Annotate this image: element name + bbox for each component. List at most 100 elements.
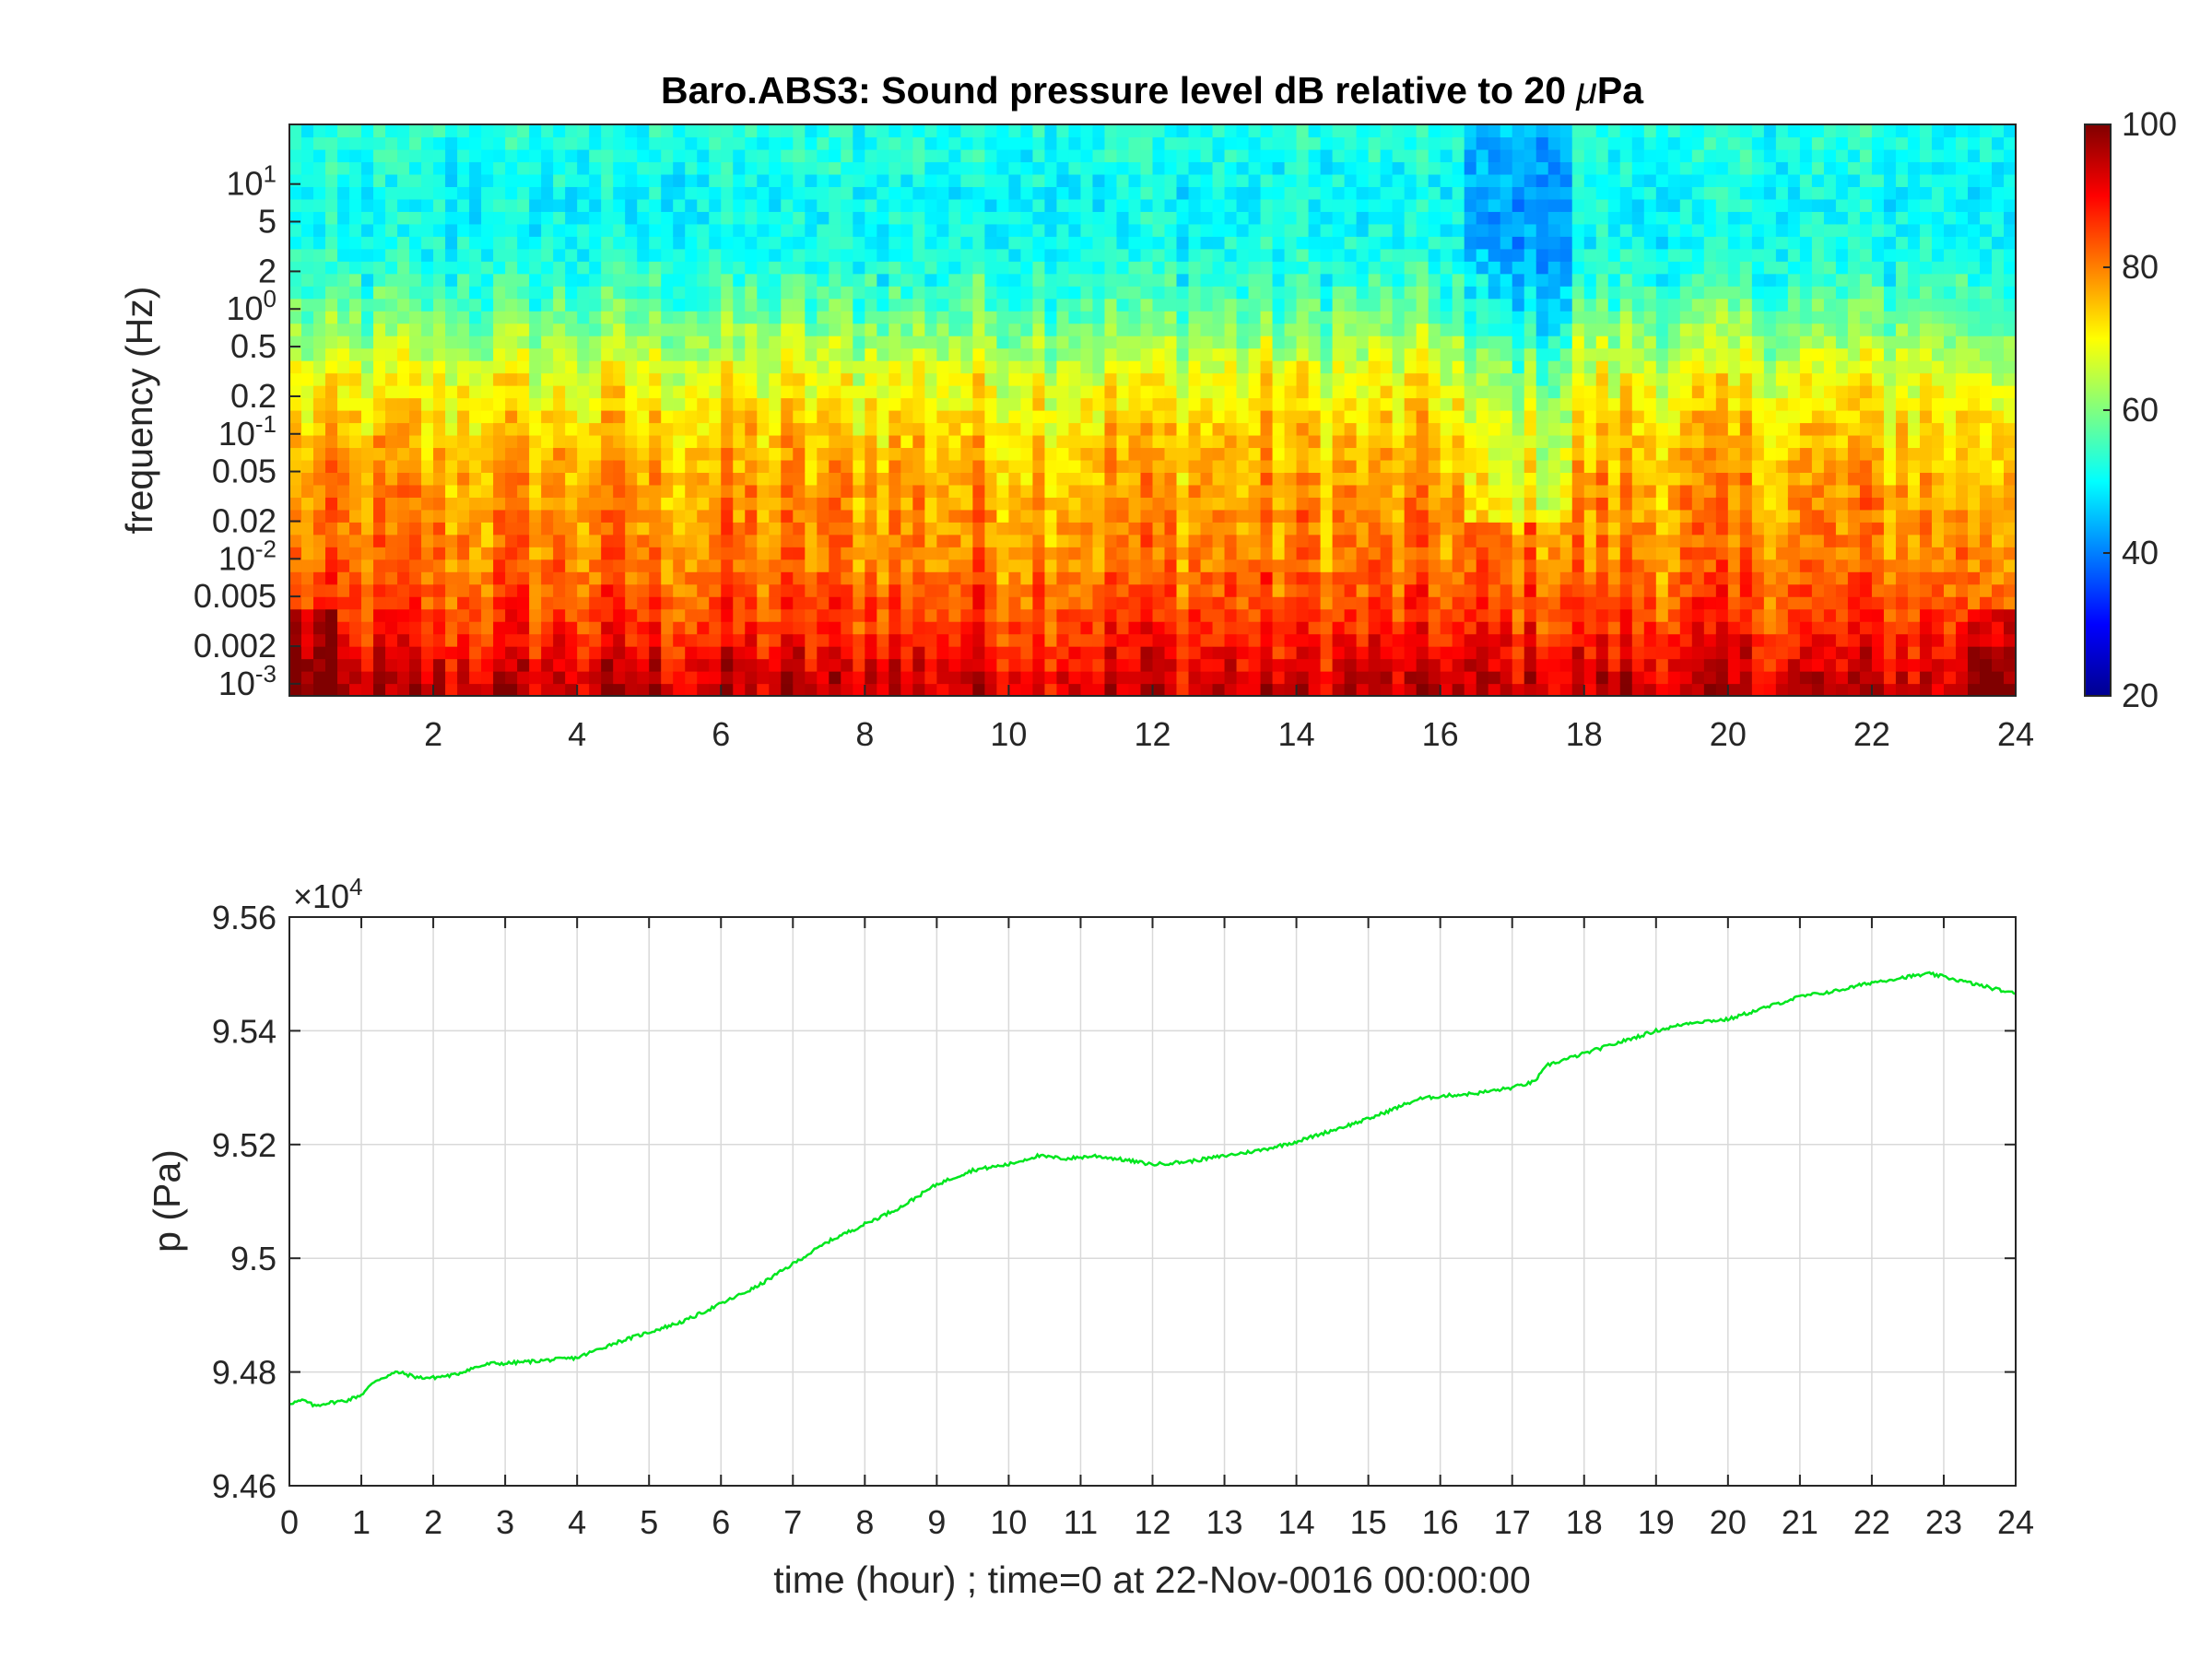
spectrogram-cell bbox=[1020, 683, 1034, 696]
spectrogram-cell bbox=[289, 236, 302, 250]
spectrogram-cell bbox=[853, 335, 865, 349]
spectrogram-cell bbox=[757, 534, 770, 547]
spectrogram-cell bbox=[709, 286, 722, 300]
spectrogram-cell bbox=[625, 248, 638, 262]
spectrogram-cell bbox=[1032, 311, 1046, 324]
spectrogram-cell bbox=[1440, 434, 1453, 449]
spectrogram-cell bbox=[1140, 397, 1154, 411]
spectrogram-cell bbox=[409, 223, 422, 237]
spectrogram-cell bbox=[817, 248, 830, 262]
spectrogram-cell bbox=[589, 459, 602, 473]
spectrogram-cell bbox=[565, 534, 578, 547]
spectrogram-cell bbox=[325, 136, 338, 150]
spectrogram-cell bbox=[1488, 621, 1501, 635]
spectrogram-cell bbox=[841, 646, 853, 660]
spectrogram-cell bbox=[625, 236, 638, 250]
spectrogram-cell bbox=[673, 273, 686, 287]
spectrogram-cell bbox=[565, 198, 578, 212]
spectrogram-cell bbox=[589, 633, 602, 647]
spectrogram-cell bbox=[685, 434, 698, 449]
spectrogram-cell bbox=[1248, 472, 1262, 486]
spectrogram-cell bbox=[1452, 236, 1465, 250]
spectrogram-cell bbox=[984, 236, 998, 250]
spectrogram-cell bbox=[888, 633, 901, 647]
spectrogram-cell bbox=[960, 161, 973, 175]
spectrogram-cell bbox=[865, 559, 877, 572]
spectrogram-cell bbox=[1236, 161, 1250, 175]
spectrogram-cell bbox=[1068, 223, 1082, 237]
spectrogram-cell bbox=[565, 509, 578, 523]
spectrogram-cell bbox=[1104, 124, 1118, 138]
spectrogram-cell bbox=[1200, 596, 1214, 610]
spectrogram-cell bbox=[1452, 410, 1465, 424]
spectrogram-cell bbox=[1080, 223, 1094, 237]
spectrogram-cell bbox=[1452, 273, 1465, 287]
spectrogram-cell bbox=[1176, 447, 1190, 461]
spectrogram-cell bbox=[1547, 298, 1561, 312]
spectrogram-cell bbox=[349, 422, 362, 436]
spectrogram-cell bbox=[1368, 347, 1382, 361]
spectrogram-cell bbox=[481, 360, 494, 374]
spectrogram-cell bbox=[1547, 173, 1561, 187]
spectrogram-cell bbox=[1020, 472, 1034, 486]
spectrogram-cell bbox=[1044, 633, 1058, 647]
spectrogram-cell bbox=[289, 273, 302, 287]
spectrogram-cell bbox=[960, 347, 973, 361]
spectrogram-cell bbox=[397, 459, 410, 473]
spectrogram-cell bbox=[924, 571, 937, 585]
spectrogram-cell bbox=[1559, 571, 1573, 585]
spectrogram-cell bbox=[1524, 124, 1537, 138]
spectrogram-cell bbox=[769, 484, 782, 498]
spectrogram-cell bbox=[1260, 136, 1274, 150]
spectrogram-cell bbox=[1212, 608, 1226, 622]
spectrogram-cell bbox=[1476, 136, 1489, 150]
spectrogram-cell bbox=[1332, 198, 1346, 212]
spectrogram-cell bbox=[553, 211, 566, 225]
spectrogram-cell bbox=[1188, 286, 1202, 300]
spectrogram-cell bbox=[924, 559, 937, 572]
spectrogram-cell bbox=[493, 347, 506, 361]
spectrogram-cell bbox=[948, 547, 961, 560]
spectrogram-cell bbox=[553, 658, 566, 672]
spectrogram-cell bbox=[1248, 434, 1262, 449]
spectrogram-cell bbox=[1140, 198, 1154, 212]
spectrogram-cell bbox=[493, 173, 506, 187]
spectrogram-cell bbox=[1056, 534, 1070, 547]
spectrogram-cell bbox=[1056, 683, 1070, 696]
spectrogram-cell bbox=[1320, 646, 1334, 660]
spectrogram-cell bbox=[1452, 671, 1465, 685]
spectrogram-cell bbox=[936, 497, 949, 511]
spectrogram-cell bbox=[385, 286, 398, 300]
spectrogram-cell bbox=[697, 385, 710, 399]
spectrogram-cell bbox=[948, 596, 961, 610]
spectrogram-cell bbox=[1356, 472, 1370, 486]
spectrogram-cell bbox=[589, 646, 602, 660]
spectrogram-cell bbox=[397, 658, 410, 672]
spectrogram-cell bbox=[433, 459, 446, 473]
spectrogram-cell bbox=[1344, 360, 1358, 374]
spectrogram-cell bbox=[421, 608, 434, 622]
spectrogram-cell bbox=[1080, 248, 1094, 262]
spectrogram-cell bbox=[865, 422, 877, 436]
spectrogram-cell bbox=[1272, 683, 1286, 696]
spectrogram-cell bbox=[1056, 273, 1070, 287]
spectrogram-cell bbox=[457, 397, 470, 411]
spectrogram-cell bbox=[1512, 236, 1525, 250]
spectrogram-cell bbox=[1535, 547, 1549, 560]
spectrogram-cell bbox=[421, 596, 434, 610]
spectrogram-cell bbox=[1500, 211, 1513, 225]
spectrogram-cell bbox=[865, 534, 877, 547]
spectrogram-cell bbox=[1224, 671, 1238, 685]
spectrogram-cell bbox=[697, 236, 710, 250]
spectrogram-cell bbox=[1188, 236, 1202, 250]
spectrogram-cell bbox=[697, 571, 710, 585]
spectrogram-cell bbox=[1272, 236, 1286, 250]
spectrogram-cell bbox=[1176, 472, 1190, 486]
spectrogram-cell bbox=[1044, 198, 1058, 212]
spectrogram-cell bbox=[1524, 633, 1537, 647]
spectrogram-cell bbox=[529, 522, 542, 535]
spectrogram-cell bbox=[409, 273, 422, 287]
spectrogram-cell bbox=[1128, 459, 1142, 473]
spectrogram-cell bbox=[805, 459, 818, 473]
spectrogram-cell bbox=[685, 596, 698, 610]
